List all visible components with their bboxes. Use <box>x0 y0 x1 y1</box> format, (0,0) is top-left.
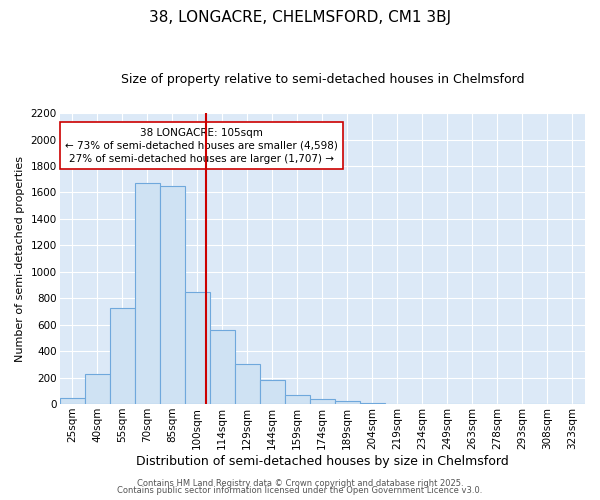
Bar <box>285 396 310 404</box>
Bar <box>235 364 260 404</box>
Bar <box>160 186 185 404</box>
Y-axis label: Number of semi-detached properties: Number of semi-detached properties <box>15 156 25 362</box>
Bar <box>210 330 235 404</box>
Bar <box>59 398 85 404</box>
Bar <box>85 374 110 404</box>
Bar <box>110 308 134 404</box>
X-axis label: Distribution of semi-detached houses by size in Chelmsford: Distribution of semi-detached houses by … <box>136 454 509 468</box>
Title: Size of property relative to semi-detached houses in Chelmsford: Size of property relative to semi-detach… <box>121 72 524 86</box>
Text: Contains HM Land Registry data © Crown copyright and database right 2025.: Contains HM Land Registry data © Crown c… <box>137 478 463 488</box>
Bar <box>310 400 335 404</box>
Bar <box>134 183 160 404</box>
Text: Contains public sector information licensed under the Open Government Licence v3: Contains public sector information licen… <box>118 486 482 495</box>
Bar <box>185 292 210 404</box>
Text: 38 LONGACRE: 105sqm
← 73% of semi-detached houses are smaller (4,598)
27% of sem: 38 LONGACRE: 105sqm ← 73% of semi-detach… <box>65 128 338 164</box>
Bar <box>260 380 285 404</box>
Text: 38, LONGACRE, CHELMSFORD, CM1 3BJ: 38, LONGACRE, CHELMSFORD, CM1 3BJ <box>149 10 451 25</box>
Bar <box>335 402 360 404</box>
